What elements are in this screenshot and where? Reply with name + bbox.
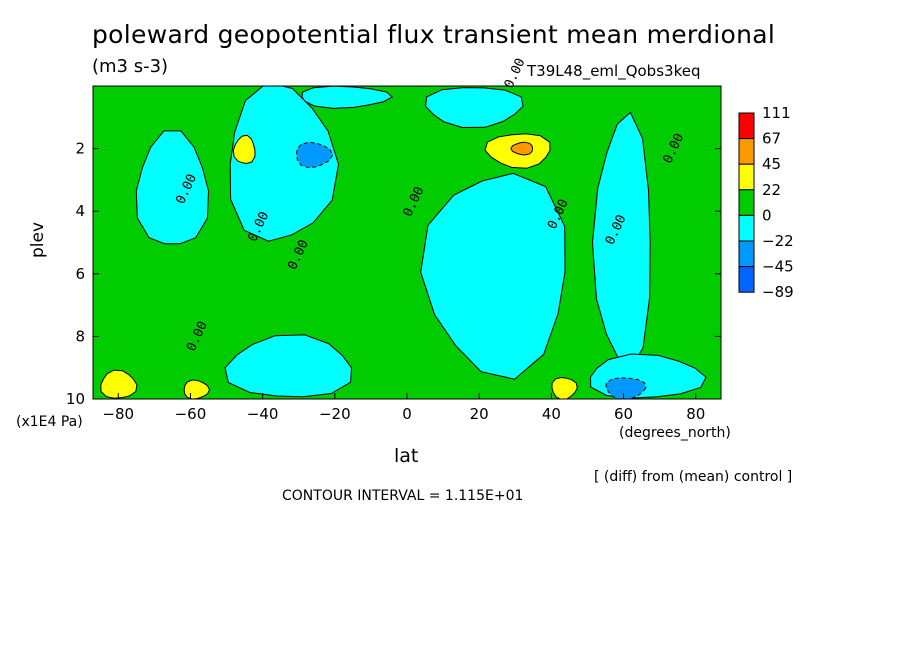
- x-tick-label--40: −40: [247, 405, 279, 423]
- contour-regions: [100, 86, 707, 399]
- colorbar-swatch-2: [738, 163, 755, 191]
- colorbar-swatch-6: [738, 266, 755, 293]
- chart-title: poleward geopotential flux transient mea…: [92, 20, 776, 49]
- colorbar-swatch-4: [738, 214, 755, 242]
- contour-interval-label: CONTOUR INTERVAL = 1.115E+01: [282, 488, 524, 504]
- x-tick-label-20: 20: [470, 405, 489, 423]
- y-tick-label-2: 2: [75, 140, 85, 158]
- contour-region-neg-6: [224, 334, 353, 398]
- y-tick-label-8: 8: [75, 327, 85, 345]
- colorbar-swatch-5: [738, 240, 755, 268]
- colorbar-swatch-0: [738, 112, 755, 140]
- x-tick-label-60: 60: [614, 405, 633, 423]
- x-axis-label: lat: [394, 445, 419, 467]
- contour-region-neg-9: [605, 377, 647, 399]
- x-tick-label-0: 0: [402, 405, 412, 423]
- x-tick-label--80: −80: [102, 405, 134, 423]
- x-tick-label--20: −20: [319, 405, 351, 423]
- colorbar-label-4: 0: [762, 206, 772, 224]
- diff-note: [ (diff) from (mean) control ]: [594, 469, 793, 485]
- x-tick-label--60: −60: [175, 405, 207, 423]
- contour-region-neg-2: [301, 86, 394, 109]
- colorbar-label-1: 67: [762, 130, 781, 148]
- y-tick-label-6: 6: [75, 265, 85, 283]
- colorbar-label-7: −89: [762, 283, 794, 301]
- contour-region-neg-0: [135, 130, 210, 245]
- y-axis-units: (x1E4 Pa): [16, 414, 83, 430]
- contour-region-pos-13: [100, 369, 138, 399]
- colorbar-label-0: 111: [762, 104, 791, 122]
- colorbar-label-6: −45: [762, 258, 794, 276]
- colorbar-swatch-3: [738, 189, 755, 216]
- y-tick-label-4: 4: [75, 202, 85, 220]
- colorbar-swatch-1: [738, 138, 755, 165]
- colorbar-label-5: −22: [762, 232, 794, 250]
- run-id-label: T39L48_eml_Qobs3keq: [527, 62, 701, 80]
- contour-region-pos-11: [510, 141, 534, 156]
- x-axis-units: (degrees_north): [619, 425, 731, 441]
- contour-region-neg-4: [420, 172, 566, 380]
- contour-region-pos-15: [551, 376, 578, 399]
- x-tick-label-40: 40: [542, 405, 561, 423]
- x-tick-label-80: 80: [686, 405, 705, 423]
- contour-region-neg-8: [295, 141, 334, 169]
- colorbar-label-3: 22: [762, 181, 781, 199]
- colorbar-label-2: 45: [762, 155, 781, 173]
- contour-region-neg-3: [425, 87, 524, 129]
- units-label: (m3 s-3): [92, 56, 169, 77]
- contour-region-neg-1: [229, 86, 339, 242]
- contour-region-pos-12: [232, 134, 256, 165]
- y-tick-label-10: 10: [66, 390, 85, 408]
